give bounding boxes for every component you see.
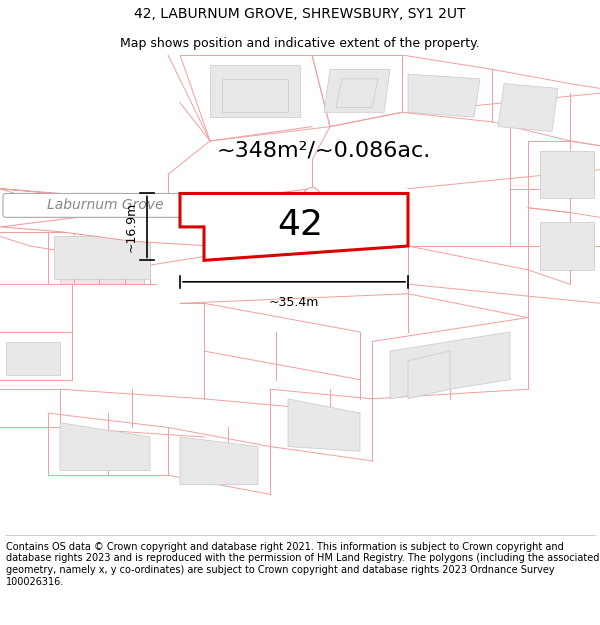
Polygon shape [60, 422, 150, 471]
Text: ~348m²/~0.086ac.: ~348m²/~0.086ac. [217, 141, 431, 161]
Polygon shape [408, 74, 480, 117]
Text: ~35.4m: ~35.4m [269, 296, 319, 309]
Polygon shape [288, 399, 360, 451]
Text: Map shows position and indicative extent of the property.: Map shows position and indicative extent… [120, 38, 480, 51]
Polygon shape [498, 84, 558, 131]
Polygon shape [60, 246, 144, 284]
Polygon shape [180, 437, 258, 485]
Polygon shape [390, 332, 510, 399]
Polygon shape [222, 79, 288, 112]
Text: Contains OS data © Crown copyright and database right 2021. This information is : Contains OS data © Crown copyright and d… [6, 542, 599, 586]
Polygon shape [540, 222, 594, 270]
Polygon shape [180, 194, 408, 261]
Polygon shape [336, 79, 378, 107]
Text: Laburnum Grove: Laburnum Grove [47, 198, 163, 212]
Polygon shape [6, 341, 60, 375]
Polygon shape [54, 236, 150, 279]
FancyBboxPatch shape [3, 194, 207, 218]
Text: 42: 42 [277, 208, 323, 241]
Text: 42, LABURNUM GROVE, SHREWSBURY, SY1 2UT: 42, LABURNUM GROVE, SHREWSBURY, SY1 2UT [134, 7, 466, 21]
Text: ~16.9m: ~16.9m [125, 202, 138, 252]
Polygon shape [0, 189, 312, 246]
Polygon shape [408, 351, 450, 399]
Polygon shape [540, 151, 594, 198]
Polygon shape [210, 64, 300, 117]
Polygon shape [324, 69, 390, 112]
Ellipse shape [302, 188, 323, 219]
